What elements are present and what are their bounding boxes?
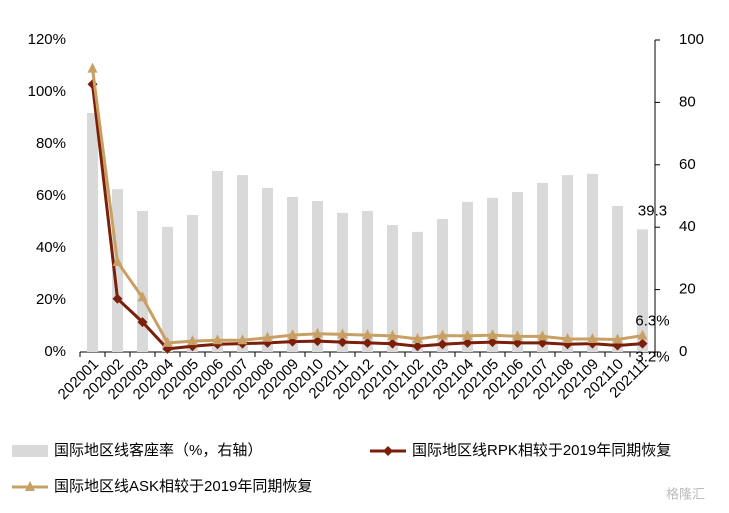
value-label: 3.2% <box>635 349 669 366</box>
marker <box>637 329 648 340</box>
y2-tick-label: 0 <box>679 343 687 360</box>
bar <box>287 196 298 352</box>
marker <box>287 329 298 340</box>
bar <box>612 205 623 352</box>
bar <box>237 175 248 352</box>
legend-swatch <box>12 445 48 457</box>
y-tick-label: 40% <box>36 239 66 256</box>
marker <box>137 317 148 328</box>
bar <box>87 113 98 353</box>
bar <box>587 173 598 352</box>
marker <box>387 338 398 349</box>
watermark: 格隆汇 <box>666 486 705 501</box>
marker <box>312 327 323 338</box>
y2-tick-label: 80 <box>679 93 696 110</box>
marker <box>587 333 598 343</box>
bar <box>487 197 498 352</box>
marker <box>462 329 473 340</box>
bar <box>387 225 398 352</box>
y-tick-label: 120% <box>28 31 66 48</box>
bar <box>512 191 523 352</box>
bar <box>112 189 123 352</box>
marker <box>487 329 498 340</box>
bar <box>412 231 423 352</box>
bar <box>312 200 323 352</box>
marker <box>462 337 473 348</box>
bar <box>337 212 348 352</box>
marker <box>412 341 423 352</box>
bar <box>462 201 473 352</box>
y2-tick-label: 60 <box>679 156 696 173</box>
marker <box>437 339 448 350</box>
legend-label: 国际地区线RPK相较于2019年同期恢复 <box>412 441 671 459</box>
legend-marker <box>383 446 393 456</box>
marker <box>112 293 123 304</box>
bar <box>362 210 373 352</box>
y-tick-label: 0% <box>44 343 66 360</box>
y-tick-label: 20% <box>36 291 66 308</box>
marker <box>337 328 348 339</box>
bar <box>437 219 448 352</box>
bar <box>562 175 573 352</box>
marker <box>612 333 623 344</box>
y2-tick-label: 100 <box>679 31 704 48</box>
marker <box>487 337 498 348</box>
legend-marker <box>25 481 35 491</box>
marker <box>512 330 523 341</box>
bar <box>262 187 273 352</box>
marker <box>312 336 323 347</box>
marker <box>262 331 273 342</box>
marker <box>637 338 648 349</box>
marker <box>112 256 123 267</box>
marker <box>362 329 373 340</box>
y-tick-label: 80% <box>36 135 66 152</box>
bar <box>637 229 648 352</box>
value-label: 39.3 <box>638 202 667 219</box>
marker <box>162 336 173 347</box>
marker <box>212 334 223 345</box>
y-tick-label: 100% <box>28 83 66 100</box>
marker <box>237 334 248 345</box>
marker <box>437 329 448 340</box>
marker <box>337 337 348 348</box>
y-tick-label: 60% <box>36 187 66 204</box>
y2-tick-label: 40 <box>679 218 696 235</box>
y2-tick-label: 20 <box>679 281 696 298</box>
marker <box>412 333 423 343</box>
bar <box>537 182 548 352</box>
legend-label: 国际地区线客座率（%，右轴） <box>54 442 262 459</box>
bar <box>137 210 148 352</box>
legend-label: 国际地区线ASK相较于2019年同期恢复 <box>54 477 312 495</box>
marker <box>562 333 573 343</box>
marker <box>362 337 373 348</box>
marker <box>537 330 548 341</box>
marker <box>187 335 198 346</box>
bar <box>212 171 223 352</box>
value-label: 6.3% <box>635 313 669 330</box>
marker <box>137 291 148 302</box>
marker <box>87 62 98 73</box>
marker <box>387 329 398 340</box>
bar <box>162 226 173 352</box>
bar <box>187 215 198 352</box>
